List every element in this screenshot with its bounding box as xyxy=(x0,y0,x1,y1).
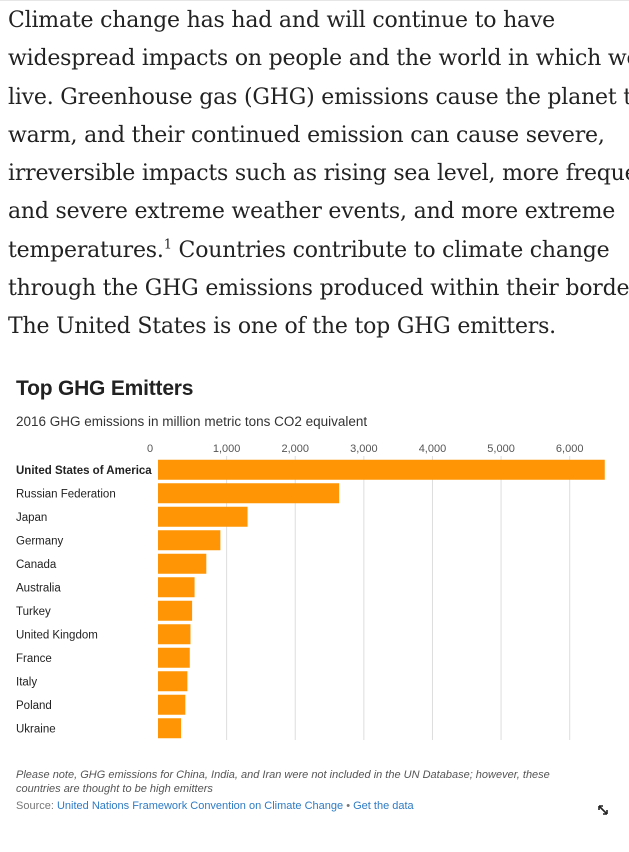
bar xyxy=(158,483,340,504)
source-separator: • xyxy=(346,800,351,812)
x-tick-label: 6,000 xyxy=(556,443,584,455)
chart-title: Top GHG Emitters xyxy=(16,377,194,400)
category-label: Australia xyxy=(16,582,61,594)
bar xyxy=(158,553,207,574)
intro-line: and severe extreme weather events, and m… xyxy=(8,199,616,225)
source-label: Source: xyxy=(16,800,54,812)
x-tick-label: 0 xyxy=(147,443,153,455)
bar xyxy=(158,459,605,480)
intro-line: live. Greenhouse gas (GHG) emissions cau… xyxy=(8,84,629,110)
intro-line: irreversible impacts such as rising sea … xyxy=(8,161,629,187)
category-label: Russian Federation xyxy=(16,488,116,500)
bar xyxy=(158,624,191,645)
x-tick-label: 2,000 xyxy=(281,443,309,455)
intro-paragraph: Climate change has had and will continue… xyxy=(8,2,629,347)
intro-line: Climate change has had and will continue… xyxy=(8,8,556,33)
intro-line: through the GHG emissions produced withi… xyxy=(8,276,629,302)
bar-chart: 0 1,000 2,000 3,000 4,000 5,000 6,000 United St… xyxy=(16,443,605,740)
category-label: Japan xyxy=(16,512,47,524)
intro-text: temperatures. xyxy=(8,237,164,263)
bar xyxy=(158,577,195,598)
intro-line: widespread impacts on people and the wor… xyxy=(8,46,629,72)
category-label: United Kingdom xyxy=(16,629,98,641)
category-label: Canada xyxy=(16,559,57,571)
bar xyxy=(158,694,186,715)
bar xyxy=(158,718,182,739)
chart-card: Top GHG Emitters 2016 GHG emissions in m… xyxy=(0,367,629,827)
intro-text: Countries contribute to climate change xyxy=(171,237,610,263)
category-label: Germany xyxy=(16,535,64,547)
category-label: Ukraine xyxy=(16,723,56,735)
bar xyxy=(158,600,193,621)
chart-subtitle: 2016 GHG emissions in million metric ton… xyxy=(16,414,368,429)
chart-source: Source: United Nations Framework Convent… xyxy=(16,800,414,812)
x-tick-label: 5,000 xyxy=(487,443,515,455)
expand-icon[interactable] xyxy=(597,804,609,816)
category-label: Turkey xyxy=(16,606,51,618)
source-link[interactable]: United Nations Framework Convention on C… xyxy=(56,800,344,812)
get-data-link[interactable]: Get the data xyxy=(353,800,414,812)
bar xyxy=(158,530,221,551)
x-tick-label: 1,000 xyxy=(213,443,241,455)
category-label: Italy xyxy=(16,676,37,688)
footnote-ref[interactable]: 1 xyxy=(163,237,172,253)
intro-line: temperatures.1 Countries contribute to c… xyxy=(8,232,618,270)
bar xyxy=(158,506,248,527)
chart-note: Please note, GHG emissions for China, In… xyxy=(16,769,550,795)
bar xyxy=(158,647,190,668)
bar xyxy=(158,671,188,692)
intro-line: The United States is one of the top GHG … xyxy=(8,314,556,340)
intro-line: warm, and their continued emission can c… xyxy=(8,122,605,148)
category-label: United States of America xyxy=(16,465,152,477)
x-tick-label: 3,000 xyxy=(350,443,378,455)
category-label: Poland xyxy=(16,700,52,712)
page-top-divider xyxy=(0,0,629,1)
category-label: France xyxy=(16,653,52,665)
x-tick-label: 4,000 xyxy=(419,443,447,455)
